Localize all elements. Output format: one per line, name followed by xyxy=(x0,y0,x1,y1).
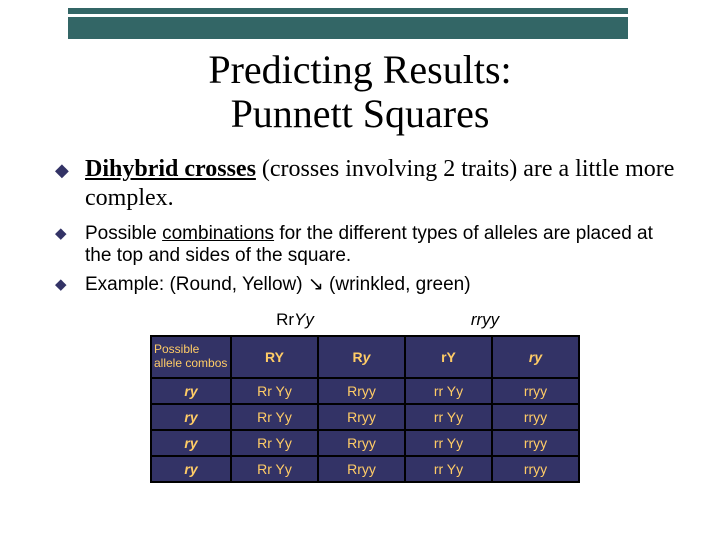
parent-labels: RrYy rryy xyxy=(200,310,600,330)
bullet-text: Dihybrid crosses (crosses involving 2 tr… xyxy=(85,155,675,213)
bullet-post: (wrinkled, green) xyxy=(324,274,471,295)
bullet-item: ◆ Example: (Round, Yellow) ↘ (wrinkled, … xyxy=(55,274,675,297)
table-row: ry Rr Yy Rryy rr Yy rryy xyxy=(151,378,579,404)
table-cell: rr Yy xyxy=(405,378,492,404)
bullet-item: ◆ Dihybrid crosses (crosses involving 2 … xyxy=(55,155,675,213)
table-row: ry Rr Yy Rryy rr Yy rryy xyxy=(151,404,579,430)
table-cell: Rryy xyxy=(318,404,405,430)
table-cell: rryy xyxy=(492,430,579,456)
diamond-icon: ◆ xyxy=(55,223,85,269)
bullet-bold: Dihybrid crosses xyxy=(85,156,256,182)
table-cell: rryy xyxy=(492,404,579,430)
title-line-1: Predicting Results: xyxy=(208,47,511,92)
bullet-pre: Example: (Round, Yellow) xyxy=(85,274,308,295)
table-cell: rr Yy xyxy=(405,430,492,456)
row-header: ry xyxy=(151,404,231,430)
bullet-item: ◆ Possible combinations for the differen… xyxy=(55,223,675,269)
accent-bar-thin xyxy=(68,8,628,14)
accent-bar-thick xyxy=(68,17,628,39)
table-corner-cell: Possible allele combos xyxy=(151,336,231,378)
page-title: Predicting Results: Punnett Squares xyxy=(0,48,720,136)
punnett-square-table: Possible allele combos RY Ry rY ry ry Rr… xyxy=(150,335,580,483)
column-header: rY xyxy=(405,336,492,378)
row-header: ry xyxy=(151,378,231,404)
bullet-list: ◆ Dihybrid crosses (crosses involving 2 … xyxy=(55,155,675,303)
bullet-text: Possible combinations for the different … xyxy=(85,223,675,269)
table-cell: rr Yy xyxy=(405,404,492,430)
column-header: RY xyxy=(231,336,318,378)
title-line-2: Punnett Squares xyxy=(231,91,490,136)
row-header: ry xyxy=(151,430,231,456)
table-cell: Rr Yy xyxy=(231,456,318,482)
bullet-underline: combinations xyxy=(162,223,274,244)
parent-2-label: rryy xyxy=(390,310,580,330)
table-cell: Rr Yy xyxy=(231,404,318,430)
diamond-icon: ◆ xyxy=(55,155,85,213)
table-cell: Rryy xyxy=(318,430,405,456)
table-row: ry Rr Yy Rryy rr Yy rryy xyxy=(151,430,579,456)
parent-1-label: RrYy xyxy=(200,310,390,330)
column-header: ry xyxy=(492,336,579,378)
bullet-text: Example: (Round, Yellow) ↘ (wrinkled, gr… xyxy=(85,274,471,297)
bullet-pre: Possible xyxy=(85,223,162,244)
table-cell: rryy xyxy=(492,456,579,482)
table-cell: Rr Yy xyxy=(231,430,318,456)
arrow-icon: ↘ xyxy=(308,274,324,295)
table-cell: Rr Yy xyxy=(231,378,318,404)
table-header-row: Possible allele combos RY Ry rY ry xyxy=(151,336,579,378)
diamond-icon: ◆ xyxy=(55,274,85,297)
table-cell: rr Yy xyxy=(405,456,492,482)
table-cell: rryy xyxy=(492,378,579,404)
column-header: Ry xyxy=(318,336,405,378)
row-header: ry xyxy=(151,456,231,482)
table-cell: Rryy xyxy=(318,378,405,404)
table-row: ry Rr Yy Rryy rr Yy rryy xyxy=(151,456,579,482)
table-cell: Rryy xyxy=(318,456,405,482)
